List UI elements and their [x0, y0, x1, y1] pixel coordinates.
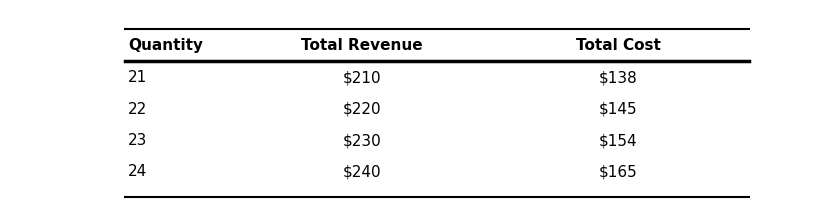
Text: 22: 22 [128, 102, 147, 117]
Text: 24: 24 [128, 164, 147, 179]
Text: 23: 23 [128, 133, 147, 148]
Text: Quantity: Quantity [128, 38, 202, 53]
Text: $220: $220 [343, 102, 381, 117]
Text: $154: $154 [599, 133, 638, 148]
Text: $165: $165 [599, 164, 638, 179]
Text: 21: 21 [128, 70, 147, 85]
Text: $210: $210 [343, 70, 381, 85]
Text: $138: $138 [599, 70, 638, 85]
Text: $240: $240 [343, 164, 381, 179]
Text: Total Cost: Total Cost [575, 38, 661, 53]
Text: Total Revenue: Total Revenue [302, 38, 423, 53]
Text: $145: $145 [599, 102, 638, 117]
Text: $230: $230 [343, 133, 381, 148]
